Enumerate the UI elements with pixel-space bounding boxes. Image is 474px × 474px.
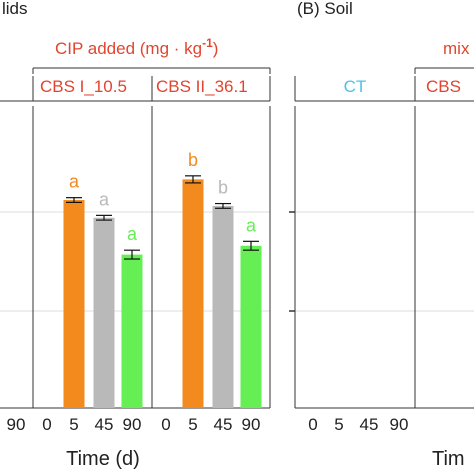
panel-b-header-fragment: mix <box>443 39 470 58</box>
panel-b-group-label: CT <box>344 77 367 96</box>
bar <box>63 200 85 408</box>
panel-b-title: (B) Soil <box>297 0 353 18</box>
x-tick-label: 90 <box>7 415 26 434</box>
panel-a-header-sup: -1 <box>202 36 213 50</box>
significance-letter: a <box>99 189 110 209</box>
bar <box>93 217 115 408</box>
panel-b-xlabel: Tim <box>432 448 465 470</box>
x-tick-label: 90 <box>123 415 142 434</box>
x-tick-label: 45 <box>360 415 379 434</box>
x-tick-label: 5 <box>188 415 197 434</box>
panel-b-plot: 0 5 45 90 <box>289 106 474 434</box>
panel-a-title-fragment: lids <box>2 0 28 18</box>
bar <box>121 254 143 408</box>
x-tick-label: 90 <box>242 415 261 434</box>
x-tick-label: 45 <box>214 415 233 434</box>
x-tick-label: 45 <box>95 415 114 434</box>
bar <box>240 245 262 408</box>
panel-a-header-text: CIP added (mg · kg <box>55 39 202 58</box>
x-tick-label: 5 <box>334 415 343 434</box>
panel-a-header-close: ) <box>213 39 219 58</box>
significance-letter: b <box>188 150 198 170</box>
bar <box>182 179 204 408</box>
panel-b-group-label: CBS <box>426 77 461 96</box>
panel-a-group-label: CBS II_36.1 <box>156 77 248 96</box>
x-tick-label: 5 <box>69 415 78 434</box>
significance-letter: a <box>69 172 80 192</box>
significance-letter: a <box>127 224 138 244</box>
panel-a-xlabel: Time (d) <box>66 448 140 470</box>
x-tick-label: 0 <box>308 415 317 434</box>
x-tick-label: 0 <box>161 415 170 434</box>
panel-a-group-label: CBS I_10.5 <box>40 77 127 96</box>
x-tick-label: 90 <box>390 415 409 434</box>
x-tick-label: 0 <box>42 415 51 434</box>
significance-letter: a <box>246 215 257 235</box>
significance-letter: b <box>218 178 228 198</box>
x-ticks-layer: 0 5 45 90 <box>308 415 408 434</box>
panel-a-header: CIP added (mg · kg-1) <box>55 36 218 58</box>
bar <box>212 205 234 408</box>
x-ticks-layer: 0 5 45 90 0 5 45 90 <box>42 415 260 434</box>
